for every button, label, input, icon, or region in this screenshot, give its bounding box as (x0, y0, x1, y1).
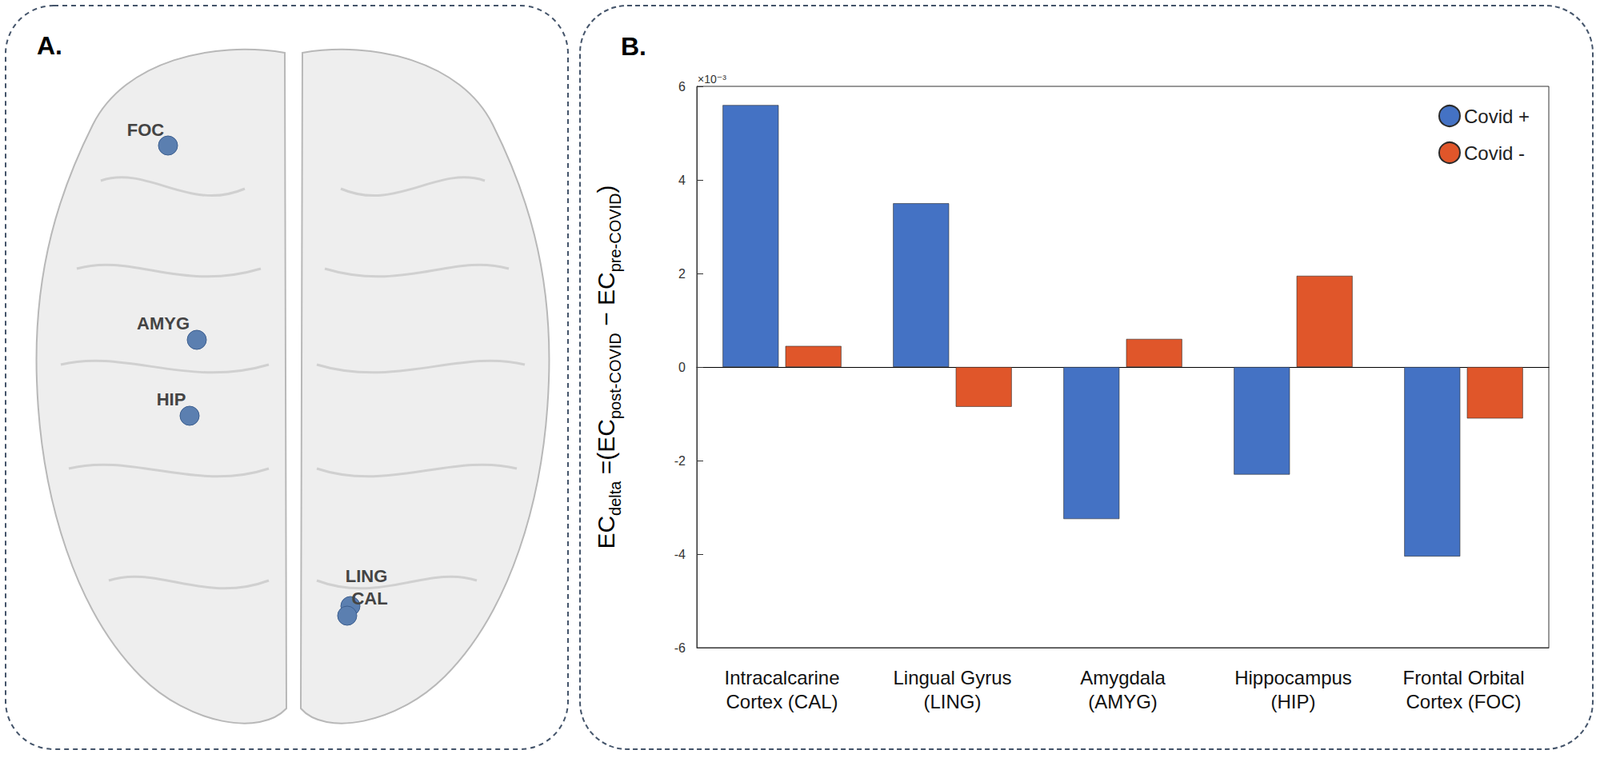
svg-text:0: 0 (678, 360, 686, 375)
svg-text:(HIP): (HIP) (1271, 691, 1316, 713)
svg-text:Frontal Orbital: Frontal Orbital (1402, 667, 1524, 689)
svg-text:): ) (592, 184, 620, 193)
svg-text:2: 2 (678, 267, 686, 281)
svg-text:AMYG: AMYG (136, 313, 190, 334)
svg-text:Intracalcarine: Intracalcarine (724, 667, 840, 689)
svg-text:delta: delta (606, 480, 624, 516)
svg-text:HIP: HIP (156, 389, 187, 410)
svg-text:LING: LING (345, 566, 388, 587)
svg-text:×10⁻³: ×10⁻³ (697, 72, 727, 86)
svg-text:Amygdala: Amygdala (1080, 667, 1166, 689)
svg-text:6: 6 (678, 80, 686, 94)
svg-text:Lingual Gyrus: Lingual Gyrus (892, 667, 1012, 689)
svg-text:Cortex (CAL): Cortex (CAL) (725, 691, 838, 713)
svg-text:CAL: CAL (351, 588, 388, 609)
svg-text:-2: -2 (674, 454, 686, 468)
svg-text:(AMYG): (AMYG) (1088, 691, 1158, 713)
svg-text:post-COVID: post-COVID (606, 332, 624, 420)
svg-text:B.: B. (620, 32, 647, 61)
svg-text:-4: -4 (674, 548, 686, 562)
svg-text:EC: EC (592, 516, 620, 550)
svg-text:-6: -6 (674, 641, 686, 656)
svg-text:Hippocampus: Hippocampus (1234, 667, 1352, 689)
svg-text:Covid -: Covid - (1464, 142, 1525, 164)
svg-text:− EC: − EC (592, 272, 620, 333)
svg-text:pre-COVID: pre-COVID (606, 192, 624, 272)
svg-text:Covid +: Covid + (1464, 105, 1530, 128)
svg-text:=(EC: =(EC (592, 419, 620, 482)
svg-text:Cortex (FOC): Cortex (FOC) (1406, 691, 1522, 713)
svg-text:FOC: FOC (127, 120, 165, 140)
svg-text:(LING): (LING) (924, 691, 982, 713)
svg-text:4: 4 (678, 173, 686, 188)
svg-text:A.: A. (36, 31, 63, 60)
